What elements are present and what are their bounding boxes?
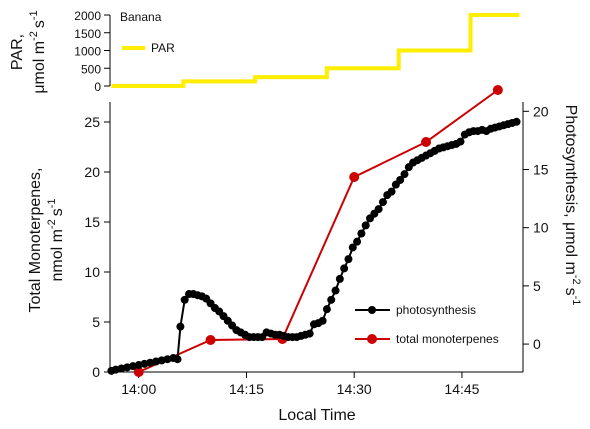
right-y-tick-label: 15 (533, 162, 549, 178)
left-ylabel-unit: nmol m (49, 229, 66, 281)
x-tick-label: 14:15 (229, 381, 264, 397)
photosynthesis-point (331, 286, 340, 295)
photosynthesis-point (344, 255, 353, 264)
monoterpenes-point (133, 367, 144, 377)
photosynthesis-point (327, 295, 336, 304)
photosynthesis-point (335, 274, 344, 283)
monoterpenes-point (492, 85, 503, 95)
photosynthesis-point (400, 170, 409, 179)
right-ylabel-s: s (562, 288, 579, 296)
legend-photosynthesis-label: photosynthesis (396, 303, 476, 317)
left-y-label-2: nmol m-2 s-1 (46, 198, 66, 281)
left-y-tick-label: 25 (84, 114, 100, 130)
par-y-tick-label: 0 (94, 80, 101, 94)
photosynthesis-point (176, 322, 185, 331)
par-y-label: PAR, (9, 34, 26, 70)
left-ylabel-line2: nmol m-2 s-1 (46, 198, 66, 281)
photosynthesis-point (378, 198, 387, 207)
x-ticks: 14:00 14:15 14:30 14:45 (121, 372, 480, 397)
right-y-ticks: 0 5 10 15 20 (523, 103, 549, 352)
photosynthesis-point (456, 137, 465, 146)
main-legend: photosynthesis total monoterpenes (355, 303, 499, 346)
photosynthesis-point (322, 305, 331, 314)
right-ylabel-sup1: -2 (570, 275, 582, 285)
photosynthesis-point (348, 243, 357, 252)
photosynthesis-point (357, 229, 366, 238)
photosynthesis-point (340, 264, 349, 273)
par-line (111, 13, 520, 88)
monoterpenes-point (205, 335, 216, 345)
par-y-ticks: 0 500 1000 1500 2000 (74, 9, 110, 94)
left-y-tick-label: 15 (84, 214, 100, 230)
par-y-tick-label: 1500 (74, 27, 101, 41)
main-panel: 0 5 10 15 20 25 0 5 10 15 20 14:00 14:15 14:30 14:45… (27, 85, 582, 424)
right-ylabel-text: Photosynthesis, μmol m-2 s-1 (562, 105, 582, 306)
monoterpenes-point (421, 137, 432, 147)
par-y-tick-label: 1000 (74, 45, 101, 59)
par-ylabel-line2: μmol m-2 s-1 (28, 10, 48, 93)
x-tick-label: 14:00 (121, 381, 156, 397)
left-y-ticks: 0 5 10 15 20 25 (84, 114, 110, 380)
right-ylabel-sup2: -1 (570, 296, 582, 306)
photosynthesis-point (361, 221, 370, 230)
photosynthesis-series-group (107, 117, 521, 375)
x-axis-label: Local Time (278, 407, 355, 424)
photosynthesis-point (173, 355, 182, 364)
monoterpenes-line (138, 89, 499, 373)
photosynthesis-point (180, 295, 189, 304)
x-tick-label: 14:30 (337, 381, 372, 397)
left-ylabel-s: s (49, 208, 66, 216)
photosynthesis-point (305, 329, 314, 338)
photosynthesis-point (353, 237, 362, 246)
right-y-label: Photosynthesis, μmol m-2 s-1 (562, 105, 582, 306)
left-y-tick-label: 0 (92, 364, 100, 380)
left-ylabel-line1: Total Monoterpenes, (27, 168, 44, 313)
left-ylabel-sup1: -2 (46, 219, 58, 229)
par-y-label-2: μmol m-2 s-1 (28, 10, 48, 93)
par-y-tick-label: 2000 (74, 9, 101, 23)
legend-monoterpenes-label: total monoterpenes (396, 332, 499, 346)
right-ylabel-unit: Photosynthesis, μmol m (562, 105, 579, 275)
photosynthesis-point (512, 117, 521, 126)
photosynthesis-point (318, 316, 327, 325)
par-legend-label: PAR (151, 41, 175, 55)
par-ylabel-sup1: -2 (28, 31, 40, 41)
photosynthesis-point (387, 187, 396, 196)
photosynthesis-point (374, 205, 383, 214)
right-y-tick-label: 0 (533, 336, 541, 352)
par-ylabel-s: s (31, 20, 48, 28)
par-legend: PAR (122, 41, 175, 55)
par-series-group (111, 13, 520, 88)
left-y-tick-label: 5 (92, 314, 100, 330)
monoterpenes-point (349, 172, 360, 182)
left-y-label: Total Monoterpenes, (27, 168, 44, 313)
photosynthesis-point (396, 175, 405, 184)
par-ylabel-unit: μmol m (31, 41, 48, 94)
left-ylabel-sup2: -1 (46, 198, 58, 208)
par-y-tick-label: 500 (81, 62, 101, 76)
right-y-tick-label: 20 (533, 103, 549, 119)
par-annotation: Banana (120, 10, 162, 24)
legend-monoterpenes-marker (367, 334, 377, 344)
right-y-tick-label: 5 (533, 278, 541, 294)
legend-photosynthesis-marker (368, 306, 376, 314)
par-ylabel-line1: PAR, (9, 34, 26, 70)
right-y-tick-label: 10 (533, 220, 549, 236)
left-y-tick-label: 20 (84, 164, 100, 180)
left-y-tick-label: 10 (84, 264, 100, 280)
x-tick-label: 14:45 (444, 381, 479, 397)
par-ylabel-sup2: -1 (28, 10, 40, 20)
